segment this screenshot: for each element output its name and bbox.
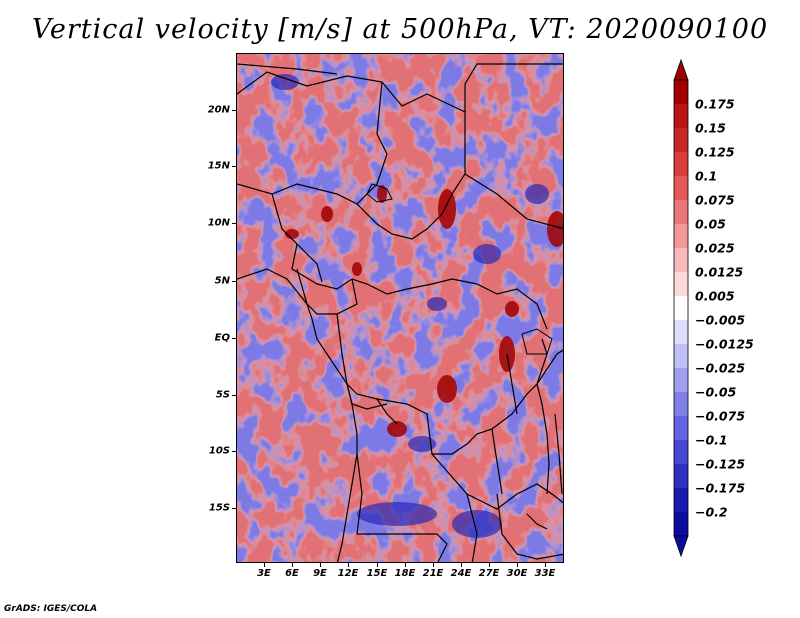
- lon-tick: [433, 563, 434, 567]
- lon-label-30e: 30E: [506, 568, 528, 579]
- colorbar-swatch: [674, 176, 688, 201]
- lon-label-9e: 9E: [313, 568, 327, 579]
- colorbar: [673, 58, 689, 558]
- lon-label-27e: 27E: [478, 568, 500, 579]
- lat-tick: [232, 281, 236, 282]
- lon-label-3e: 3E: [257, 568, 271, 579]
- lat-label-5s: 5S: [215, 389, 230, 401]
- lon-tick: [377, 563, 378, 567]
- colorbar-label: −0.075: [695, 408, 746, 424]
- lon-tick: [461, 563, 462, 567]
- colorbar-label: −0.005: [695, 312, 746, 328]
- lat-label-20n: 20N: [207, 104, 230, 116]
- colorbar-label: −0.05: [695, 384, 737, 400]
- colorbar-swatch: [674, 320, 688, 345]
- colorbar-label: 0.175: [695, 96, 735, 112]
- colorbar-swatch: [674, 296, 688, 321]
- colorbar-label: 0.05: [695, 216, 726, 232]
- colorbar-swatch: [674, 272, 688, 297]
- lon-tick: [405, 563, 406, 567]
- colorbar-swatch: [674, 128, 688, 153]
- colorbar-swatch: [674, 344, 688, 369]
- colorbar-swatch: [674, 488, 688, 513]
- colorbar-label: 0.075: [695, 192, 735, 208]
- colorbar-swatch: [674, 200, 688, 225]
- lon-tick: [348, 563, 349, 567]
- lat-tick: [232, 223, 236, 224]
- colorbar-swatch: [674, 248, 688, 273]
- lon-label-18e: 18E: [394, 568, 416, 579]
- colorbar-label: −0.125: [695, 456, 746, 472]
- lat-tick: [232, 451, 236, 452]
- colorbar-swatch: [674, 368, 688, 393]
- colorbar-label: −0.1: [695, 432, 728, 448]
- colorbar-swatch: [674, 512, 688, 537]
- lat-tick: [232, 395, 236, 396]
- lat-label-5n: 5N: [214, 275, 230, 287]
- lon-label-15e: 15E: [366, 568, 388, 579]
- lat-label-15s: 15S: [208, 502, 230, 514]
- lon-label-33e: 33E: [534, 568, 556, 579]
- lakes: [366, 183, 553, 355]
- lat-label-10n: 10N: [207, 217, 230, 229]
- colorbar-label: 0.1: [695, 168, 718, 184]
- lat-label-10s: 10S: [208, 445, 230, 457]
- colorbar-swatch: [674, 80, 688, 105]
- velocity-field: [237, 54, 563, 562]
- colorbar-label: −0.025: [695, 360, 746, 376]
- velocity-map: [236, 53, 564, 563]
- map-title: Vertical velocity [m/s] at 500hPa, VT: 2…: [31, 14, 769, 45]
- colorbar-bottom-arrow: [673, 535, 689, 558]
- lon-tick: [320, 563, 321, 567]
- lat-label-eq: EQ: [214, 332, 230, 344]
- colorbar-swatch: [674, 464, 688, 489]
- country-borders: [237, 63, 563, 562]
- colorbar-label: 0.005: [695, 288, 735, 304]
- lat-tick: [232, 166, 236, 167]
- lon-tick: [489, 563, 490, 567]
- lat-tick: [232, 338, 236, 339]
- lon-label-21e: 21E: [422, 568, 444, 579]
- colorbar-label: −0.2: [695, 504, 728, 520]
- lat-tick: [232, 110, 236, 111]
- colorbar-label: 0.125: [695, 144, 735, 160]
- lat-label-15n: 15N: [207, 160, 230, 172]
- coastlines: [237, 268, 563, 562]
- lon-label-6e: 6E: [285, 568, 299, 579]
- colorbar-label: −0.175: [695, 480, 746, 496]
- colorbar-label: 0.15: [695, 120, 726, 136]
- colorbar-swatch: [674, 224, 688, 249]
- lon-label-12e: 12E: [337, 568, 359, 579]
- colorbar-label: 0.0125: [695, 264, 744, 280]
- lon-label-24e: 24E: [450, 568, 472, 579]
- lon-tick: [517, 563, 518, 567]
- strong-downdraft-cells: [271, 74, 549, 538]
- lon-tick: [264, 563, 265, 567]
- colorbar-swatch: [674, 152, 688, 177]
- lon-tick: [545, 563, 546, 567]
- colorbar-swatch: [674, 392, 688, 417]
- colorbar-label: −0.0125: [695, 336, 754, 352]
- colorbar-swatch: [674, 104, 688, 129]
- colorbar-swatch: [674, 416, 688, 441]
- footer-credit: GrADS: IGES/COLA: [4, 604, 98, 614]
- colorbar-swatch: [674, 440, 688, 465]
- colorbar-label: 0.025: [695, 240, 735, 256]
- lon-tick: [292, 563, 293, 567]
- colorbar-top-arrow: [673, 58, 689, 81]
- lat-tick: [232, 508, 236, 509]
